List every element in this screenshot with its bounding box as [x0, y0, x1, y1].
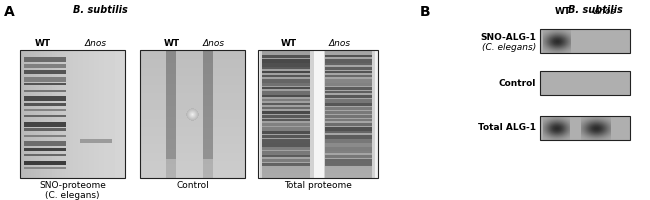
Text: Total ALG-1: Total ALG-1: [478, 123, 536, 132]
Text: Control: Control: [176, 181, 209, 190]
Bar: [140, 50, 245, 178]
Text: WT: WT: [35, 39, 51, 48]
Bar: [540, 29, 630, 53]
Text: WT: WT: [554, 7, 571, 16]
Text: Control: Control: [499, 78, 536, 88]
Text: Δnos: Δnos: [593, 7, 616, 16]
Text: SNO-ALG-1: SNO-ALG-1: [480, 33, 536, 42]
Text: A: A: [4, 5, 15, 19]
Bar: [20, 50, 125, 178]
Bar: [540, 116, 630, 140]
Bar: [540, 71, 630, 95]
Text: (C. elegans): (C. elegans): [482, 43, 536, 51]
Text: WT: WT: [281, 39, 297, 48]
Text: B. subtilis: B. subtilis: [73, 5, 127, 15]
Text: B: B: [420, 5, 430, 19]
Text: Δnos: Δnos: [84, 39, 107, 48]
Text: Total proteome: Total proteome: [284, 181, 352, 190]
Bar: [258, 50, 378, 178]
Text: Δnos: Δnos: [202, 39, 224, 48]
Text: B. subtilis: B. subtilis: [567, 5, 623, 15]
Text: WT: WT: [163, 39, 179, 48]
Text: SNO-proteome
(C. elegans): SNO-proteome (C. elegans): [39, 181, 106, 200]
Text: Δnos: Δnos: [328, 39, 350, 48]
